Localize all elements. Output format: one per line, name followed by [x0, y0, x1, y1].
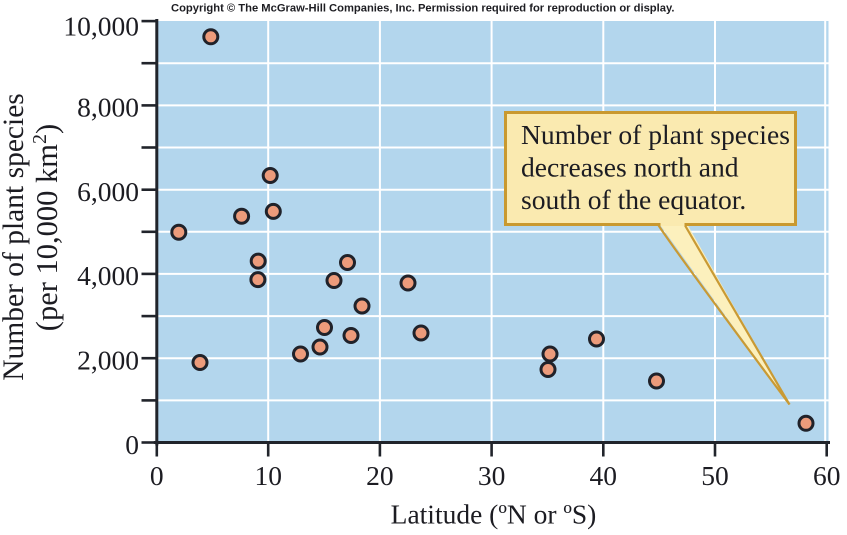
svg-text:south of the equator.: south of the equator. [521, 184, 746, 215]
svg-text:Number of plant species: Number of plant species [521, 119, 790, 150]
svg-text:20: 20 [366, 460, 394, 491]
svg-text:10: 10 [254, 460, 282, 491]
svg-text:40: 40 [590, 460, 618, 491]
svg-text:Latitude (ºN or ºS): Latitude (ºN or ºS) [391, 499, 597, 530]
svg-text:2,000: 2,000 [77, 345, 139, 376]
svg-text:Copyright © The McGraw-Hill Co: Copyright © The McGraw-Hill Companies, I… [171, 3, 674, 15]
svg-text:decreases north and: decreases north and [521, 152, 739, 183]
svg-text:4,000: 4,000 [77, 260, 139, 291]
svg-text:(per 10,000 km2): (per 10,000 km2) [29, 124, 64, 331]
svg-text:60: 60 [813, 460, 841, 491]
svg-text:Number of plant species: Number of plant species [0, 93, 30, 381]
svg-text:50: 50 [701, 460, 729, 491]
svg-text:0: 0 [150, 460, 164, 491]
svg-text:6,000: 6,000 [77, 176, 139, 207]
svg-text:8,000: 8,000 [77, 92, 139, 123]
svg-text:30: 30 [478, 460, 506, 491]
svg-text:10,000: 10,000 [63, 11, 139, 42]
svg-text:0: 0 [125, 429, 139, 460]
